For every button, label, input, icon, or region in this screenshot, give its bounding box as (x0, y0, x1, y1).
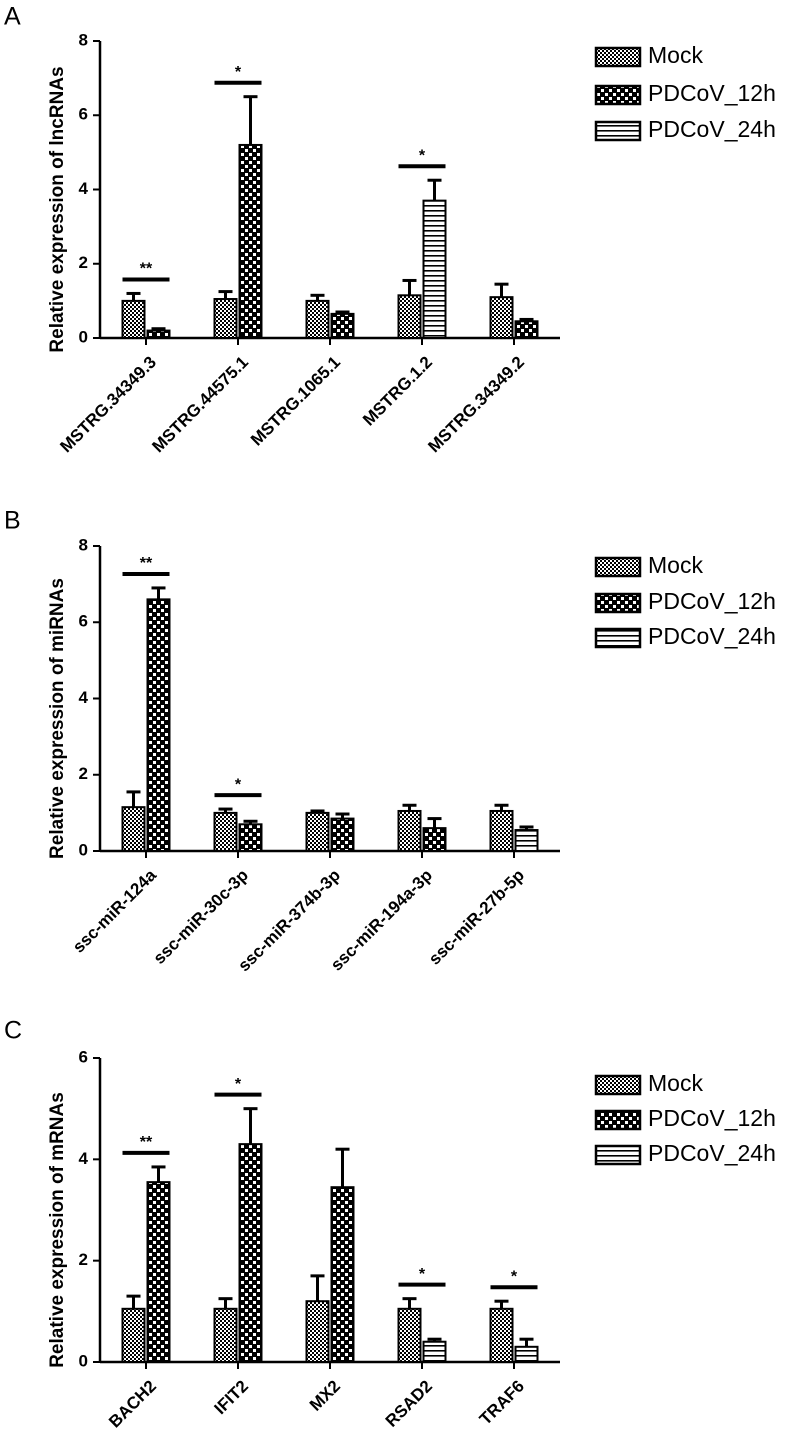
legend-label: PDCoV_12h (648, 80, 776, 106)
significance-label: * (419, 147, 426, 164)
x-tick-label: MSTRG.34349.2 (424, 353, 528, 457)
bar (146, 1181, 171, 1363)
y-tick-label: 4 (79, 1149, 89, 1168)
significance-label: * (511, 1268, 518, 1285)
significance-label: * (235, 64, 242, 81)
legend-label: PDCoV_24h (648, 1140, 776, 1166)
legend-label: PDCoV_12h (648, 1105, 776, 1131)
bar (213, 1307, 238, 1364)
bar (422, 199, 447, 339)
significance-label: * (235, 1076, 242, 1093)
x-tick-label: ssc-miR-30c-3p (150, 866, 252, 968)
legend-swatch (594, 84, 642, 106)
bar (489, 296, 514, 340)
bar (305, 1300, 330, 1363)
y-tick-label: 8 (79, 535, 88, 554)
panel-label: C (4, 1017, 22, 1045)
y-tick-label: 2 (79, 253, 88, 272)
bar (121, 299, 146, 339)
y-axis-title: Relative expression of miRNAs (47, 578, 68, 859)
x-tick-label: MX2 (306, 1377, 344, 1415)
y-tick-label: 6 (79, 612, 88, 631)
y-tick-label: 4 (79, 688, 89, 707)
x-tick-label: ssc-miR-194a-3p (327, 866, 436, 975)
bar (514, 320, 539, 340)
bar (422, 1340, 447, 1363)
legend-label: PDCoV_24h (648, 116, 776, 142)
x-tick-label: MSTRG.34349.3 (56, 353, 160, 457)
x-tick-label: MSTRG.44575.1 (148, 353, 252, 457)
x-tick-label: RSAD2 (382, 1377, 436, 1431)
bar (397, 809, 422, 852)
x-tick-label: IFIT2 (211, 1377, 252, 1418)
y-tick-label: 0 (79, 327, 88, 346)
legend-swatch (594, 1144, 642, 1166)
significance-label: ** (140, 261, 153, 278)
bar (514, 829, 539, 852)
x-tick-label: BACH2 (105, 1377, 160, 1432)
significance-label: ** (140, 1134, 153, 1151)
x-tick-label: ssc-miR-27b-5p (425, 866, 528, 969)
bar (146, 598, 171, 852)
legend-swatch (594, 1109, 642, 1131)
y-axis-title: Relative expression of mRNAs (47, 1092, 68, 1368)
bar (330, 312, 355, 339)
legend-label: PDCoV_24h (648, 623, 776, 649)
bar (330, 1186, 355, 1363)
legend-swatch (594, 1074, 642, 1096)
x-tick-label: MSTRG.1065.1 (247, 353, 344, 450)
y-tick-label: 4 (79, 179, 89, 198)
bar (330, 817, 355, 852)
panel-label: B (4, 507, 21, 535)
bar (489, 1307, 514, 1364)
bar (489, 809, 514, 852)
legend-label: Mock (648, 552, 703, 578)
legend-swatch (594, 46, 642, 68)
y-tick-label: 2 (79, 764, 88, 783)
bar (397, 294, 422, 339)
x-tick-label: MSTRG.1.2 (359, 353, 436, 430)
bar (305, 299, 330, 339)
significance-label: * (419, 1266, 426, 1283)
y-tick-label: 0 (79, 1351, 88, 1370)
bar (422, 827, 447, 852)
bar (121, 806, 146, 852)
significance-label: * (235, 776, 242, 793)
bar (305, 811, 330, 852)
y-tick-label: 6 (79, 105, 88, 124)
bar (238, 823, 263, 852)
panel-label: A (4, 3, 21, 31)
bar (213, 811, 238, 852)
bar (213, 298, 238, 339)
x-tick-label: TRAF6 (476, 1377, 528, 1429)
bar (238, 143, 263, 339)
y-tick-label: 2 (79, 1250, 88, 1269)
significance-label: ** (140, 555, 153, 572)
bar (121, 1307, 146, 1364)
y-tick-label: 6 (79, 1047, 88, 1066)
legend-label: Mock (648, 42, 703, 68)
y-axis-title: Relative expression of lncRNAs (47, 66, 68, 352)
legend-swatch (594, 627, 642, 649)
x-tick-label: ssc-miR-374b-3p (234, 866, 344, 976)
y-tick-label: 0 (79, 840, 88, 859)
bar (397, 1307, 422, 1364)
bar (146, 329, 171, 340)
legend-label: Mock (648, 1070, 703, 1096)
legend-swatch (594, 556, 642, 578)
bar (514, 1345, 539, 1364)
legend-label: PDCoV_12h (648, 588, 776, 614)
bar (238, 1143, 263, 1363)
y-tick-label: 8 (79, 30, 88, 49)
legend-swatch (594, 592, 642, 614)
x-tick-label: ssc-miR-124a (69, 865, 160, 956)
legend-swatch (594, 120, 642, 142)
